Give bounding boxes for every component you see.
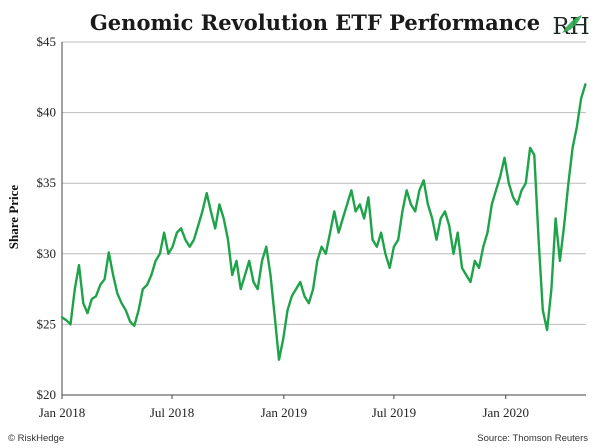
footer-source: Source: Thomson Reuters: [477, 433, 588, 444]
y-tick-label: $30: [37, 246, 57, 261]
chart-title: Genomic Revolution ETF Performance: [90, 10, 540, 35]
y-tick-labels: $20 $25 $30 $35 $40 $45: [37, 34, 57, 402]
x-tick-label: Jul 2019: [372, 405, 416, 420]
y-tick-label: $45: [37, 34, 57, 49]
x-tick-label: Jul 2018: [150, 405, 194, 420]
y-tick-label: $25: [37, 316, 57, 331]
logo: RH: [552, 14, 589, 40]
y-axis-label: Share Price: [6, 185, 21, 250]
series-line: [60, 83, 587, 361]
x-tick-label: Jan 2018: [39, 405, 86, 420]
x-tick-label: Jan 2020: [482, 405, 529, 420]
leaf-icon: [562, 15, 582, 33]
y-tick-label: $35: [37, 175, 57, 190]
y-tick-label: $40: [37, 105, 57, 120]
axes: [61, 42, 586, 396]
x-tick-labels: Jan 2018 Jul 2018 Jan 2019 Jul 2019 Jan 2020: [39, 395, 529, 420]
grid-lines: [62, 41, 586, 325]
y-tick-label: $20: [37, 387, 57, 402]
footer-copyright: © RiskHedge: [8, 433, 64, 444]
series-lines: [60, 83, 587, 361]
x-tick-label: Jan 2019: [261, 405, 308, 420]
